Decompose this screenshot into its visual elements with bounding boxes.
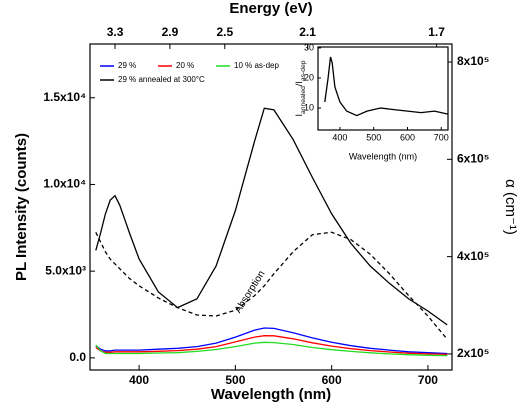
data-line [324, 56, 449, 117]
x-tick-label: 500 [366, 132, 381, 142]
y-tick-label: 5.0x10³ [45, 263, 86, 277]
y-tick-label: 1.5x10⁴ [43, 90, 86, 104]
y2-tick-label: 6x10⁵ [457, 151, 489, 165]
x-tick-label: 700 [434, 132, 449, 142]
data-line [95, 231, 448, 340]
plot-frame [317, 46, 449, 131]
data-line [95, 335, 448, 356]
x-axis-title: Wavelength (nm) [349, 151, 417, 161]
y2-tick-label: 2x10⁵ [457, 346, 489, 360]
y-axis-title-part: I [294, 114, 304, 117]
x2-tick-label: 2.1 [299, 25, 316, 39]
legend-label: 29 % [118, 61, 136, 70]
y2-tick-label: 4x10⁵ [457, 249, 489, 263]
x2-tick-label: 1.7 [428, 25, 445, 39]
x-tick-label: 700 [418, 373, 438, 387]
y-axis-title-part: /I [294, 81, 304, 86]
x-axis-title: Wavelength (nm) [211, 386, 331, 403]
y-tick-label: 10 [304, 102, 314, 112]
legend-label: 29 % annealed at 300°C [118, 75, 205, 84]
x-tick-label: 400 [129, 373, 149, 387]
data-line [95, 327, 448, 355]
y-tick-label: 0.0 [69, 350, 86, 364]
x-tick-label: 500 [225, 373, 245, 387]
x-tick-label: 600 [322, 373, 342, 387]
y-axis-title: PL Intensity (counts) [13, 133, 30, 281]
x2-tick-label: 2.9 [162, 25, 179, 39]
y-tick-label: 1.0x10⁴ [43, 177, 86, 191]
x2-tick-label: 2.5 [216, 25, 233, 39]
data-line [95, 107, 448, 326]
x2-tick-label: 3.3 [107, 25, 124, 39]
y2-axis-title: α (cm⁻¹) [502, 179, 519, 235]
legend-label: 20 % [176, 61, 194, 70]
y-axis-title-subscript: as-dep [300, 60, 307, 81]
x-tick-label: 600 [400, 132, 415, 142]
x-tick-label: 400 [332, 132, 347, 142]
y-axis-title: Iannealed/Ias-dep [294, 60, 306, 116]
x2-axis-title: Energy (eV) [229, 0, 312, 17]
y-tick-label: 20 [304, 72, 314, 82]
legend-label: 10 % as-dep [234, 61, 279, 70]
y2-tick-label: 8x10⁵ [457, 54, 489, 68]
y-tick-label: 30 [304, 42, 314, 52]
y-axis-title-subscript: annealed [300, 86, 307, 114]
data-line [95, 341, 448, 357]
